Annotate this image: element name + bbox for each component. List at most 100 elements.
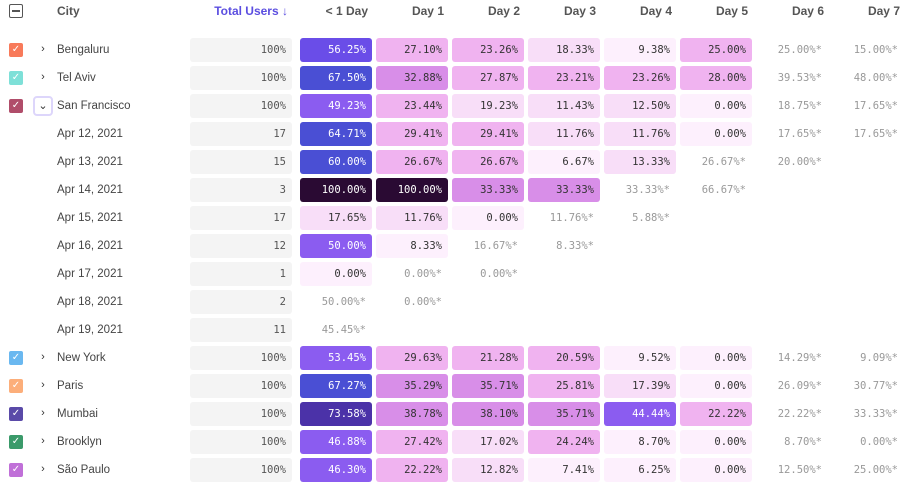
retention-cell[interactable]: 29.63% [376, 346, 448, 370]
retention-cell[interactable]: 46.88% [300, 430, 372, 454]
retention-cell[interactable]: 29.41% [376, 122, 448, 146]
retention-cell[interactable]: 67.50% [300, 66, 372, 90]
retention-cell[interactable]: 18.33% [528, 38, 600, 62]
retention-cell[interactable]: 23.26% [452, 38, 524, 62]
header-col-4[interactable]: Day 4 [639, 4, 672, 18]
projected-value: 8.33%* [556, 240, 594, 252]
header-total-users[interactable]: Total Users ↓ [214, 4, 288, 18]
header-city[interactable]: City [57, 4, 80, 18]
retention-cell[interactable]: 28.00% [680, 66, 752, 90]
row-label: Apr 18, 2021 [57, 296, 123, 308]
retention-cell[interactable]: 44.44% [604, 402, 676, 426]
row-checkbox[interactable]: ✓ [9, 407, 23, 421]
retention-cell[interactable]: 11.43% [528, 94, 600, 118]
header-col-0[interactable]: < 1 Day [325, 4, 368, 18]
retention-cell[interactable]: 11.76% [604, 122, 676, 146]
retention-cell[interactable]: 27.87% [452, 66, 524, 90]
retention-cell[interactable]: 6.67% [528, 150, 600, 174]
retention-cell[interactable]: 12.50% [604, 94, 676, 118]
row-checkbox[interactable]: ✓ [9, 435, 23, 449]
header-col-2[interactable]: Day 2 [487, 4, 520, 18]
retention-cell[interactable]: 27.42% [376, 430, 448, 454]
retention-cell[interactable]: 23.44% [376, 94, 448, 118]
row-checkbox[interactable]: ✓ [9, 43, 23, 57]
retention-cell[interactable]: 35.71% [528, 402, 600, 426]
retention-cell[interactable]: 8.33% [376, 234, 448, 258]
retention-cell[interactable]: 9.38% [604, 38, 676, 62]
retention-cell[interactable]: 25.81% [528, 374, 600, 398]
header-col-3[interactable]: Day 3 [563, 4, 596, 18]
row-label: Apr 13, 2021 [57, 156, 123, 168]
retention-cell[interactable]: 100.00% [376, 178, 448, 202]
retention-cell[interactable]: 0.00% [680, 374, 752, 398]
retention-cell[interactable]: 0.00% [680, 458, 752, 482]
retention-cell[interactable]: 26.67% [376, 150, 448, 174]
select-all-checkbox[interactable] [9, 4, 23, 18]
retention-cell[interactable]: 11.76% [528, 122, 600, 146]
retention-cell[interactable]: 29.41% [452, 122, 524, 146]
retention-cell[interactable]: 0.00% [452, 206, 524, 230]
retention-cell[interactable]: 33.33% [528, 178, 600, 202]
row-checkbox[interactable]: ✓ [9, 351, 23, 365]
retention-cell[interactable]: 33.33% [452, 178, 524, 202]
header-col-1[interactable]: Day 1 [411, 4, 444, 18]
retention-cell[interactable]: 26.67% [452, 150, 524, 174]
retention-cell[interactable]: 9.52% [604, 346, 676, 370]
retention-cell[interactable]: 53.45% [300, 346, 372, 370]
retention-cell[interactable]: 38.78% [376, 402, 448, 426]
header-col-7[interactable]: Day 7 [867, 4, 900, 18]
retention-cell[interactable]: 25.00% [680, 38, 752, 62]
retention-cell[interactable]: 13.33% [604, 150, 676, 174]
retention-cell[interactable]: 64.71% [300, 122, 372, 146]
retention-cell[interactable]: 73.58% [300, 402, 372, 426]
chevron-right-icon[interactable]: › [41, 379, 45, 391]
retention-cell[interactable]: 0.00% [680, 94, 752, 118]
retention-cell[interactable]: 100.00% [300, 178, 372, 202]
row-checkbox[interactable]: ✓ [9, 379, 23, 393]
retention-cell[interactable]: 0.00% [680, 122, 752, 146]
header-col-6[interactable]: Day 6 [791, 4, 824, 18]
retention-cell[interactable]: 22.22% [376, 458, 448, 482]
retention-cell[interactable]: 60.00% [300, 150, 372, 174]
retention-cell[interactable]: 27.10% [376, 38, 448, 62]
retention-cell[interactable]: 6.25% [604, 458, 676, 482]
chevron-right-icon[interactable]: › [41, 351, 45, 363]
retention-cell[interactable]: 17.39% [604, 374, 676, 398]
row-checkbox[interactable]: ✓ [9, 71, 23, 85]
retention-cell[interactable]: 49.23% [300, 94, 372, 118]
retention-cell[interactable]: 8.70% [604, 430, 676, 454]
retention-cell[interactable]: 20.59% [528, 346, 600, 370]
chevron-right-icon[interactable]: › [41, 463, 45, 475]
retention-cell[interactable]: 7.41% [528, 458, 600, 482]
retention-cell[interactable]: 22.22% [680, 402, 752, 426]
row-checkbox[interactable]: ✓ [9, 99, 23, 113]
retention-cell[interactable]: 32.88% [376, 66, 448, 90]
retention-cell[interactable]: 67.27% [300, 374, 372, 398]
retention-cell[interactable]: 17.02% [452, 430, 524, 454]
chevron-right-icon[interactable]: › [41, 43, 45, 55]
retention-cell[interactable]: 46.30% [300, 458, 372, 482]
retention-cell[interactable]: 23.26% [604, 66, 676, 90]
retention-cell[interactable]: 24.24% [528, 430, 600, 454]
retention-cell[interactable]: 12.82% [452, 458, 524, 482]
row-label: Apr 17, 2021 [57, 268, 123, 280]
chevron-right-icon[interactable]: › [41, 435, 45, 447]
retention-cell[interactable]: 35.71% [452, 374, 524, 398]
retention-cell[interactable]: 19.23% [452, 94, 524, 118]
header-col-5[interactable]: Day 5 [715, 4, 748, 18]
retention-cell[interactable]: 21.28% [452, 346, 524, 370]
retention-cell[interactable]: 0.00% [300, 262, 372, 286]
retention-cell[interactable]: 38.10% [452, 402, 524, 426]
chevron-right-icon[interactable]: › [41, 407, 45, 419]
retention-cell[interactable]: 35.29% [376, 374, 448, 398]
chevron-down-icon[interactable]: ⌄ [33, 96, 53, 116]
retention-cell[interactable]: 11.76% [376, 206, 448, 230]
retention-cell[interactable]: 50.00% [300, 234, 372, 258]
retention-cell[interactable]: 23.21% [528, 66, 600, 90]
retention-cell[interactable]: 0.00% [680, 346, 752, 370]
chevron-right-icon[interactable]: › [41, 71, 45, 83]
retention-cell[interactable]: 0.00% [680, 430, 752, 454]
retention-cell[interactable]: 56.25% [300, 38, 372, 62]
row-checkbox[interactable]: ✓ [9, 463, 23, 477]
retention-cell[interactable]: 17.65% [300, 206, 372, 230]
